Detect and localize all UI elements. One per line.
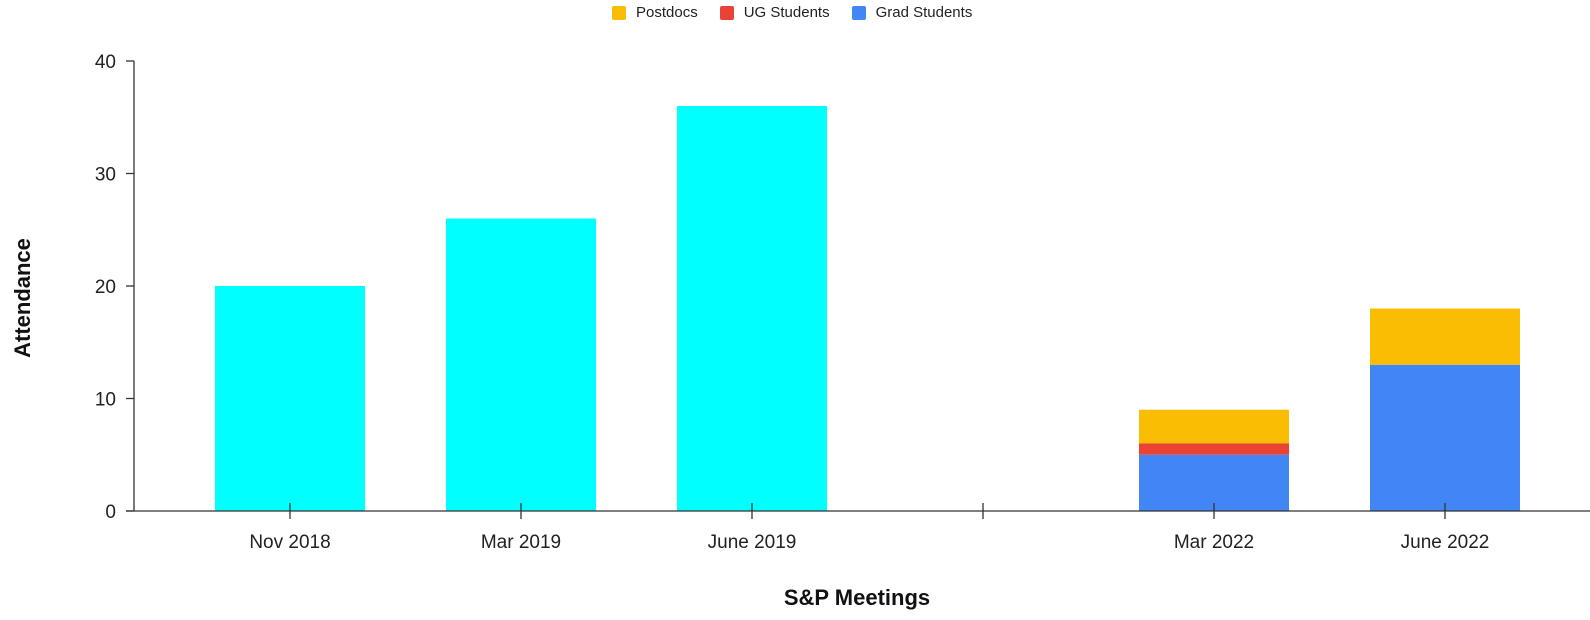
bar-total-1 — [446, 218, 596, 511]
legend-swatch-postdocs — [612, 5, 626, 20]
x-tick-label-0: Nov 2018 — [249, 532, 330, 553]
x-tick-label-4: Mar 2022 — [1174, 532, 1254, 553]
bar-total-2 — [677, 106, 827, 511]
bar-total-0 — [215, 286, 365, 511]
legend-item-postdocs[interactable]: Postdocs — [612, 4, 698, 21]
y-tick-label-2: 20 — [95, 277, 116, 298]
bar-grad-students-5 — [1370, 364, 1520, 511]
y-tick-label-1: 10 — [95, 390, 116, 411]
legend-item-grad-students[interactable]: Grad Students — [851, 4, 973, 21]
bar-grad-students-4 — [1139, 454, 1289, 511]
legend-swatch-grad-students — [851, 5, 866, 20]
bar-ug-students-4 — [1139, 443, 1289, 455]
bar-postdocs-5 — [1370, 308, 1520, 365]
x-tick-label-1: Mar 2019 — [481, 532, 561, 553]
y-axis-title: Attendance — [10, 238, 35, 358]
legend-label-postdocs: Postdocs — [636, 4, 698, 21]
x-axis-title: S&P Meetings — [783, 585, 931, 610]
chart-legend: Postdocs UG Students Grad Students — [612, 4, 972, 21]
legend-swatch-ug-students — [719, 5, 734, 20]
x-tick-label-5: June 2022 — [1401, 532, 1490, 553]
legend-label-grad-students: Grad Students — [875, 4, 973, 21]
y-tick-label-0: 0 — [105, 502, 116, 523]
bar-postdocs-4 — [1139, 409, 1289, 444]
y-tick-label-4: 40 — [95, 52, 116, 73]
legend-label-ug-students: UG Students — [743, 4, 830, 21]
legend-item-ug-students[interactable]: UG Students — [719, 4, 830, 21]
y-tick-label-3: 30 — [95, 165, 116, 186]
x-tick-label-2: June 2019 — [708, 532, 797, 553]
